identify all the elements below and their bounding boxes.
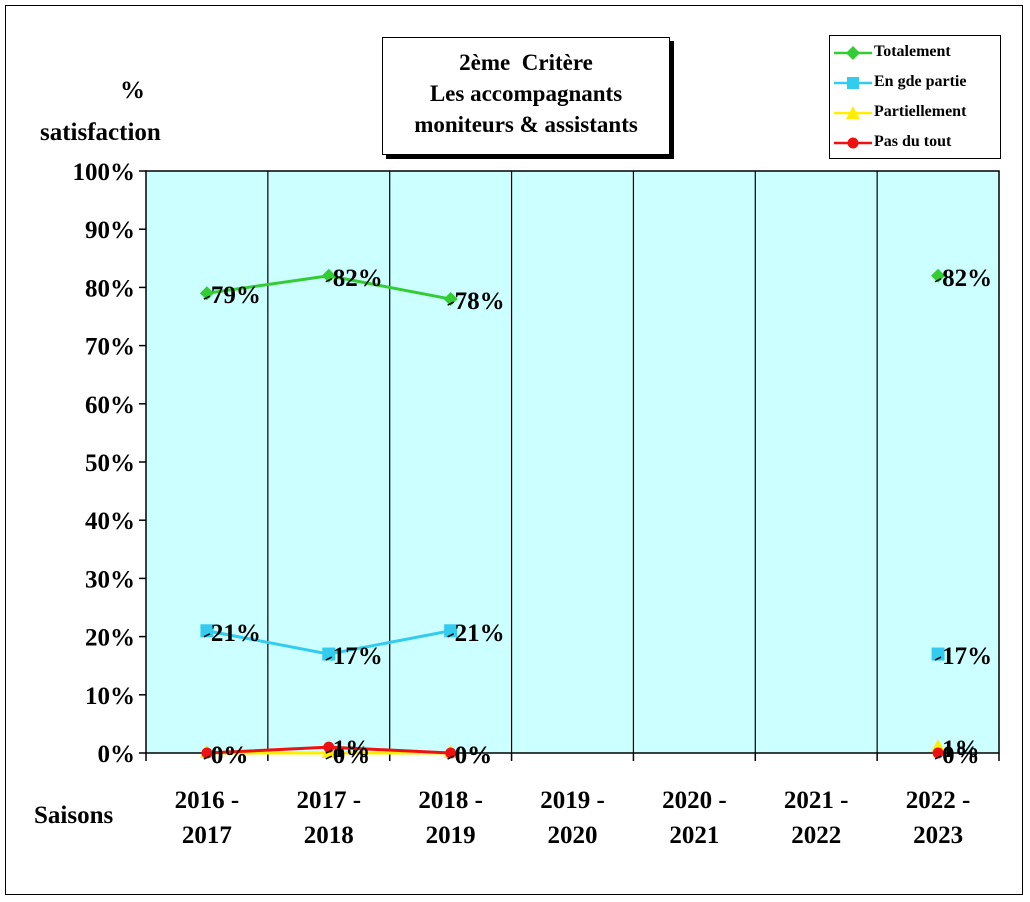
chart-title-line-1: 2ème Critère xyxy=(459,50,593,75)
data-point-shadow xyxy=(203,755,211,760)
data-label: 82% xyxy=(942,265,992,292)
data-point xyxy=(444,624,458,638)
data-point-shadow xyxy=(934,755,942,760)
data-point xyxy=(443,292,458,307)
x-tick-label: 2016 - xyxy=(175,787,240,814)
y-tick-label: 60% xyxy=(85,392,135,419)
data-point-shadow xyxy=(325,755,333,760)
data-point xyxy=(931,268,946,283)
data-label: 79% xyxy=(211,282,261,309)
x-tick-label: 2017 xyxy=(182,822,232,849)
x-tick-label: 2021 xyxy=(669,822,719,849)
y-tick-label: 10% xyxy=(85,683,135,710)
data-point xyxy=(322,647,336,661)
data-label: 1% xyxy=(942,736,980,763)
x-axis-title: Saisons xyxy=(34,802,114,829)
chart-title-line-3: moniteurs & assistants xyxy=(414,112,638,137)
data-point-shadow xyxy=(447,633,454,638)
data-point-shadow xyxy=(325,656,333,661)
y-tick-label: 30% xyxy=(85,566,135,593)
legend-label: Totalement xyxy=(874,43,951,60)
data-label: 78% xyxy=(455,288,505,315)
data-label: 0% xyxy=(455,742,493,769)
x-tick-label: 2018 xyxy=(304,822,354,849)
x-tick-label: 2022 xyxy=(791,822,841,849)
x-tick-label: 2018 - xyxy=(418,787,483,814)
legend-item-partiellement: Partiellement xyxy=(830,98,1000,128)
legend-marker-square xyxy=(834,77,872,89)
x-tick-label: 2019 xyxy=(426,822,476,849)
data-point xyxy=(321,268,336,283)
chart-title: 2ème Critère Les accompagnants moniteurs… xyxy=(382,37,670,155)
legend-label: Pas du tout xyxy=(874,133,952,150)
data-point-shadow xyxy=(447,755,454,760)
legend-item-totalement: Totalement xyxy=(830,38,1000,68)
legend-label: En gde partie xyxy=(874,73,967,90)
legend-marker-diamond xyxy=(834,46,872,60)
data-point-shadow xyxy=(203,633,211,638)
data-point-shadow xyxy=(203,295,211,300)
y-tick-label: 90% xyxy=(85,217,135,244)
chart-title-line-2: Les accompagnants xyxy=(429,81,623,106)
x-tick-label: 2023 xyxy=(913,822,963,849)
x-tick-label: 2017 - xyxy=(296,787,361,814)
x-tick-label: 2021 - xyxy=(784,787,849,814)
data-label: 17% xyxy=(942,643,992,670)
y-tick-label: 0% xyxy=(98,741,136,768)
data-label: 0% xyxy=(211,742,249,769)
data-label: 0% xyxy=(942,742,980,769)
y-tick-label: 70% xyxy=(85,334,135,361)
data-point-shadow xyxy=(934,278,942,283)
data-point xyxy=(199,286,214,301)
data-label: 0% xyxy=(455,742,493,769)
data-point-shadow xyxy=(325,749,333,754)
y-axis-title-line-2: satisfaction xyxy=(40,119,161,146)
data-label: 17% xyxy=(333,643,383,670)
data-point-shadow xyxy=(934,656,942,661)
x-tick-label: 2020 xyxy=(548,822,598,849)
data-point-shadow xyxy=(325,278,333,283)
y-tick-label: 40% xyxy=(85,508,135,535)
y-tick-label: 80% xyxy=(85,275,135,302)
data-point-shadow xyxy=(447,301,454,306)
x-tick-label: 2020 - xyxy=(662,787,727,814)
y-tick-label: 100% xyxy=(73,159,136,186)
data-point xyxy=(931,647,945,661)
y-tick-label: 20% xyxy=(85,625,135,652)
legend-marker-circle xyxy=(834,137,872,149)
data-label: 1% xyxy=(333,736,371,763)
legend-marker-triangle xyxy=(834,106,872,119)
data-label: 21% xyxy=(455,620,505,647)
chart-frame xyxy=(5,5,1023,895)
plot-area xyxy=(145,170,1000,754)
y-axis-title-line-1: % xyxy=(120,77,145,104)
data-label: 82% xyxy=(333,265,383,292)
legend-item-pas-du-tout: Pas du tout xyxy=(830,128,1000,158)
data-label: 21% xyxy=(211,620,261,647)
data-label: 0% xyxy=(211,742,249,769)
legend-label: Partiellement xyxy=(874,103,967,120)
x-tick-label: 2022 - xyxy=(906,787,971,814)
data-point xyxy=(200,624,214,638)
legend: Totalement En gde partie Partiellement P… xyxy=(829,35,1001,159)
legend-item-en-gde-partie: En gde partie xyxy=(830,68,1000,98)
y-axis-title: % satisfaction xyxy=(40,70,240,154)
x-tick-label: 2019 - xyxy=(540,787,605,814)
y-tick-label: 50% xyxy=(85,450,135,477)
